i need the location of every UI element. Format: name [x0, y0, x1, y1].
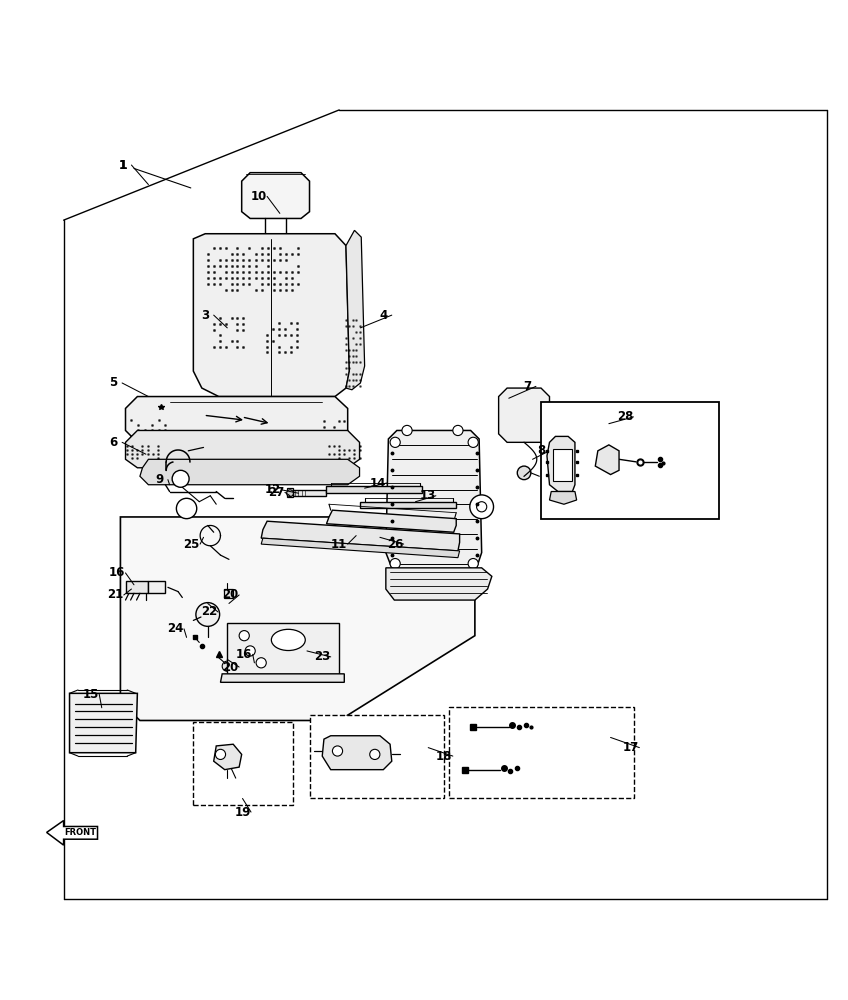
Text: 12: 12 — [265, 483, 282, 496]
Text: 11: 11 — [331, 538, 348, 551]
Text: 21: 21 — [107, 588, 124, 601]
Text: 15: 15 — [82, 688, 99, 701]
Polygon shape — [261, 521, 460, 551]
Circle shape — [245, 646, 255, 656]
Text: 7: 7 — [523, 380, 532, 393]
Polygon shape — [126, 581, 148, 593]
Circle shape — [222, 661, 232, 671]
Text: 27: 27 — [268, 486, 285, 499]
Circle shape — [370, 749, 380, 759]
Text: 19: 19 — [234, 806, 251, 819]
Polygon shape — [553, 449, 572, 481]
Text: 13: 13 — [419, 489, 436, 502]
Text: 9: 9 — [155, 473, 164, 486]
Text: 14: 14 — [370, 477, 387, 490]
Polygon shape — [47, 821, 98, 845]
Text: 18: 18 — [436, 750, 453, 763]
Polygon shape — [346, 230, 365, 390]
Polygon shape — [140, 459, 360, 485]
Polygon shape — [227, 623, 339, 674]
Text: 24: 24 — [167, 622, 184, 635]
Circle shape — [215, 749, 226, 759]
Circle shape — [468, 437, 478, 447]
Text: 26: 26 — [387, 538, 404, 551]
Ellipse shape — [271, 629, 305, 651]
Text: 22: 22 — [201, 605, 218, 618]
Polygon shape — [550, 492, 577, 504]
Polygon shape — [326, 486, 422, 493]
Bar — [541, 402, 719, 519]
Polygon shape — [595, 445, 619, 475]
Circle shape — [287, 490, 293, 497]
Polygon shape — [287, 488, 293, 497]
Polygon shape — [293, 490, 326, 496]
Polygon shape — [148, 581, 165, 593]
Bar — [310, 715, 444, 798]
Polygon shape — [70, 693, 137, 753]
Text: 20: 20 — [222, 661, 239, 674]
Circle shape — [176, 498, 197, 519]
Circle shape — [256, 658, 266, 668]
Polygon shape — [193, 234, 349, 397]
Circle shape — [468, 559, 478, 569]
Text: 5: 5 — [109, 376, 118, 389]
Polygon shape — [326, 510, 456, 532]
Circle shape — [453, 425, 463, 436]
Circle shape — [402, 425, 412, 436]
Text: 16: 16 — [109, 566, 126, 579]
Circle shape — [239, 631, 249, 641]
Polygon shape — [386, 430, 482, 576]
Text: 10: 10 — [250, 190, 267, 203]
Polygon shape — [220, 674, 344, 682]
Text: 25: 25 — [183, 538, 200, 551]
Polygon shape — [386, 568, 492, 600]
Polygon shape — [499, 388, 550, 442]
Text: 8: 8 — [537, 444, 545, 457]
Circle shape — [470, 495, 494, 519]
Circle shape — [390, 559, 400, 569]
Circle shape — [196, 603, 220, 626]
Polygon shape — [261, 538, 460, 558]
Text: 23: 23 — [314, 650, 331, 663]
Polygon shape — [224, 589, 233, 598]
Bar — [449, 707, 634, 798]
Text: 1: 1 — [119, 159, 127, 172]
Polygon shape — [236, 397, 331, 405]
Polygon shape — [547, 436, 575, 492]
Text: 28: 28 — [616, 410, 633, 423]
Polygon shape — [360, 502, 456, 508]
Text: 17: 17 — [622, 741, 639, 754]
Polygon shape — [242, 173, 310, 218]
Text: 20: 20 — [222, 588, 239, 601]
Text: 6: 6 — [109, 436, 118, 449]
Circle shape — [390, 437, 400, 447]
Polygon shape — [120, 517, 475, 720]
Text: 16: 16 — [236, 648, 253, 661]
Text: 4: 4 — [379, 309, 388, 322]
Circle shape — [172, 470, 189, 487]
Circle shape — [477, 502, 487, 512]
Polygon shape — [126, 430, 360, 468]
Polygon shape — [214, 744, 242, 770]
Circle shape — [517, 466, 531, 480]
Circle shape — [332, 746, 343, 756]
Polygon shape — [126, 397, 348, 442]
Polygon shape — [322, 736, 392, 770]
Text: 3: 3 — [201, 309, 209, 322]
Text: 1: 1 — [119, 159, 127, 172]
Bar — [193, 722, 293, 805]
Text: FRONT: FRONT — [64, 828, 97, 837]
